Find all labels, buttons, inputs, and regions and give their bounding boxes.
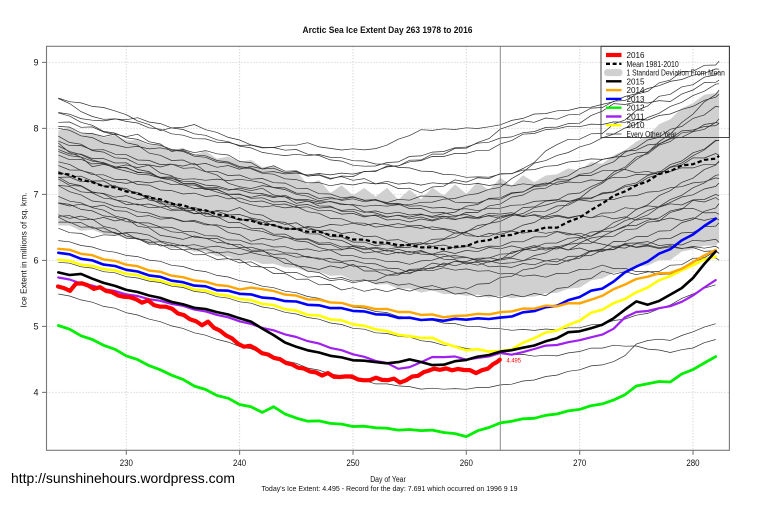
svg-text:9: 9 [33, 58, 38, 68]
svg-text:270: 270 [573, 458, 586, 468]
svg-text:2015: 2015 [627, 76, 645, 86]
svg-text:Mean 1981-2010: Mean 1981-2010 [627, 59, 679, 69]
svg-text:2013: 2013 [627, 94, 645, 104]
svg-text:Every Other Year: Every Other Year [627, 129, 677, 139]
svg-text:http://sunshinehours.wordpress: http://sunshinehours.wordpress.com [11, 470, 235, 486]
svg-text:Today's Ice Extent: 4.495 - R: Today's Ice Extent: 4.495 - Record for t… [262, 484, 518, 493]
svg-text:2011: 2011 [627, 112, 645, 122]
svg-text:1 Standard Deviation From Mean: 1 Standard Deviation From Mean [627, 68, 726, 78]
svg-text:250: 250 [346, 458, 359, 468]
svg-text:2016: 2016 [627, 50, 645, 60]
svg-text:2014: 2014 [627, 85, 645, 95]
svg-text:7: 7 [33, 190, 38, 200]
svg-text:6: 6 [33, 256, 38, 266]
svg-text:2012: 2012 [627, 103, 645, 113]
svg-text:5: 5 [33, 322, 38, 332]
svg-text:4.495: 4.495 [507, 358, 522, 365]
svg-text:260: 260 [460, 458, 473, 468]
svg-text:8: 8 [33, 124, 38, 134]
svg-text:Ice Extent in millions of sq.: Ice Extent in millions of sq. km. [20, 193, 29, 308]
svg-text:Arctic Sea Ice Extent Day 263: Arctic Sea Ice Extent Day 263 1978 to 20… [303, 24, 473, 35]
svg-text:230: 230 [120, 458, 133, 468]
svg-text:4: 4 [33, 388, 38, 398]
svg-text:240: 240 [233, 458, 246, 468]
svg-text:280: 280 [686, 458, 699, 468]
svg-text:Day of Year: Day of Year [370, 475, 406, 484]
svg-text:2010: 2010 [627, 120, 645, 130]
